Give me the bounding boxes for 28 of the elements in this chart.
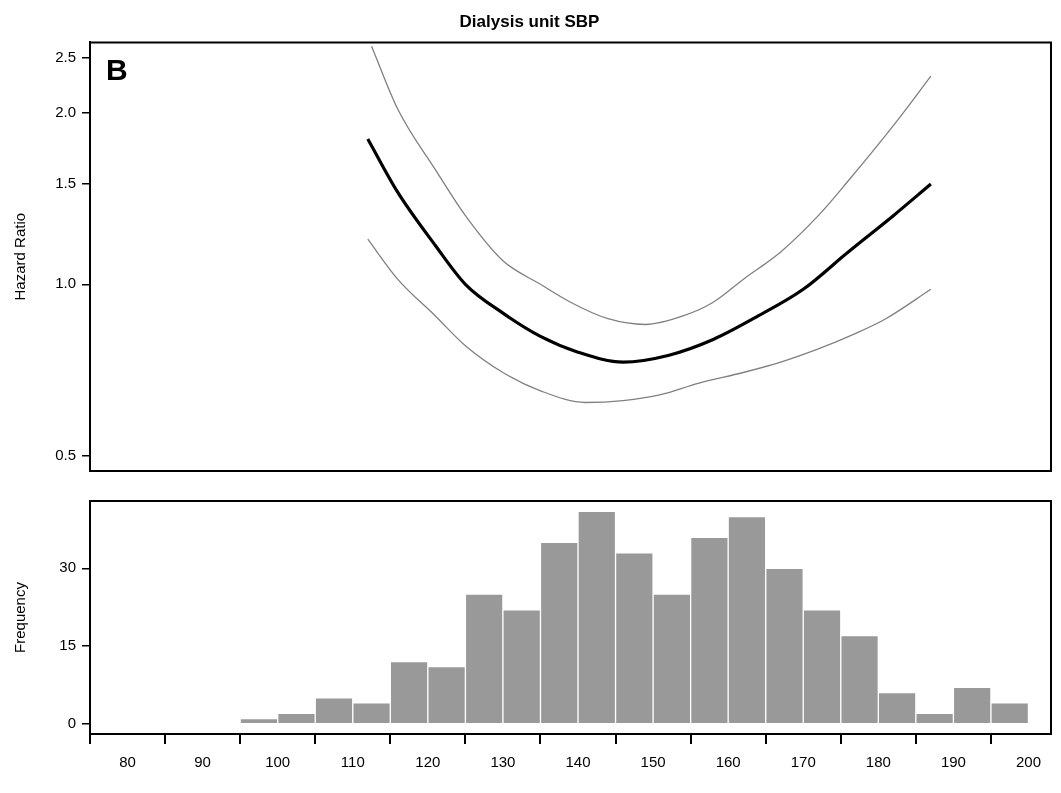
x-tick-label: 150 [640, 753, 666, 771]
annotation: B [106, 52, 128, 86]
y-tick-label: 2.0 [55, 103, 76, 121]
x-tick-label: 140 [565, 753, 591, 771]
y-tick-label: 0 [67, 713, 76, 731]
line-series [370, 45, 932, 326]
y-axis-title: Hazard Ratio [11, 212, 29, 301]
y-axis-title: Frequency [11, 581, 29, 653]
x-tick-label: 120 [415, 753, 441, 771]
x-tick-label: 110 [340, 753, 365, 771]
x-tick-label: 190 [940, 753, 966, 771]
x-tick-label: 90 [194, 753, 211, 771]
x-tick-label: 100 [265, 753, 291, 771]
y-tick-label: 1.5 [55, 174, 76, 192]
line-series [367, 238, 932, 404]
y-tick-label: 2.5 [55, 47, 76, 65]
y-tick-label: 1.0 [55, 274, 76, 292]
x-tick-label: 180 [865, 753, 891, 771]
y-tick-label: 30 [59, 558, 76, 576]
x-tick-label: 200 [1015, 753, 1041, 771]
chart-title: Dialysis unit SBP [459, 11, 600, 31]
x-tick-label: 130 [490, 753, 516, 771]
y-tick-label: 0.5 [55, 445, 76, 463]
x-tick-label: 80 [119, 753, 136, 771]
x-tick-label: 170 [790, 753, 816, 771]
y-tick-label: 15 [59, 636, 76, 654]
x-tick-label: 160 [715, 753, 741, 771]
line-series [366, 137, 933, 364]
